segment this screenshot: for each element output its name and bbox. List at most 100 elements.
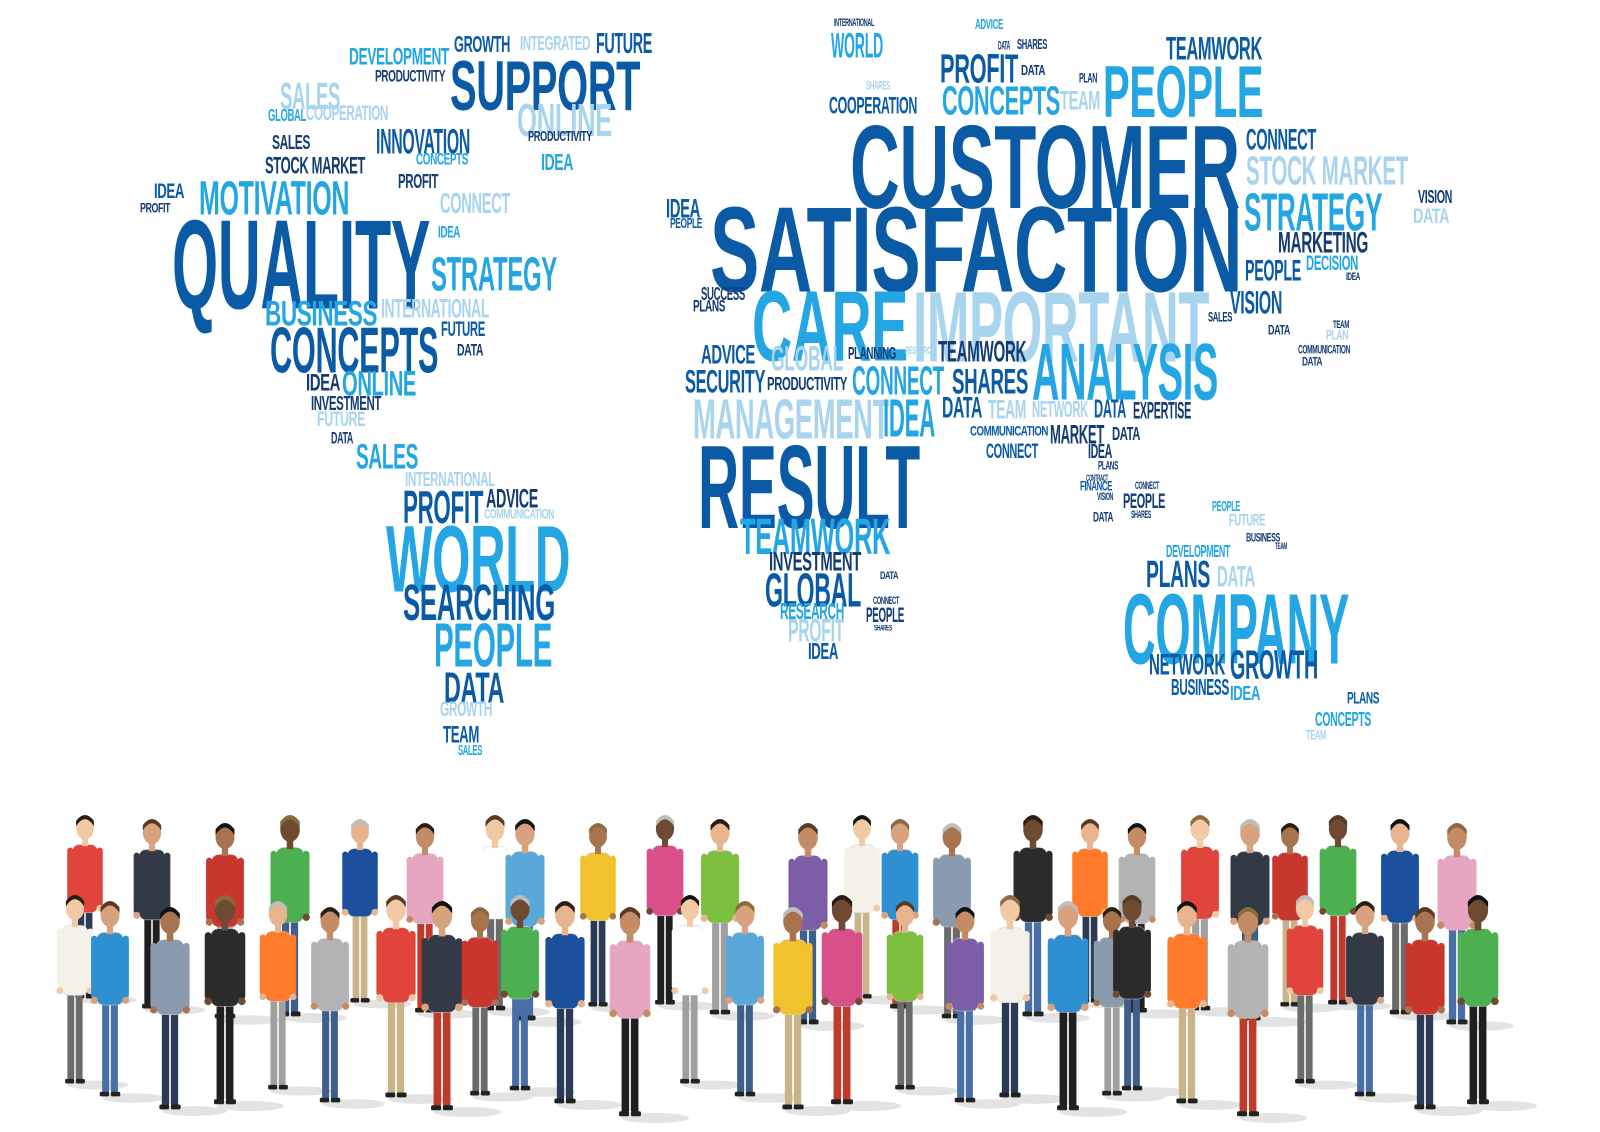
word-cloud-term: QUALITY bbox=[172, 193, 431, 336]
word-cloud-term: DATA bbox=[1268, 323, 1290, 339]
word-cloud-term: DEVELOPMENT bbox=[1166, 540, 1231, 561]
word-cloud-term: CONNECT bbox=[1246, 122, 1317, 157]
word-cloud-term: CONCEPTS bbox=[942, 79, 1060, 124]
person-figure bbox=[1457, 895, 1538, 1112]
people-crowd-image bbox=[56, 815, 1538, 1124]
word-cloud-term: PROFIT bbox=[940, 47, 1019, 92]
word-cloud-term: IDEA bbox=[666, 194, 700, 225]
word-cloud-term: PLAN bbox=[1079, 71, 1097, 87]
word-cloud-term: PEOPLE bbox=[1212, 498, 1241, 515]
person-figure bbox=[90, 901, 166, 1103]
word-cloud-term: INVESTMENT bbox=[311, 392, 381, 416]
word-cloud-term: INTERNATIONAL bbox=[405, 468, 495, 492]
word-cloud-term: IDEA bbox=[1088, 440, 1112, 464]
word-cloud-term: SALES bbox=[280, 75, 340, 118]
word-cloud-term: IDEA bbox=[1230, 682, 1260, 706]
word-cloud-term: ONLINE bbox=[517, 95, 612, 147]
person-figure bbox=[204, 895, 285, 1112]
word-cloud-term: PEOPLE bbox=[1103, 51, 1264, 133]
person-figure bbox=[1227, 907, 1308, 1124]
word-cloud-term: FUTURE bbox=[441, 318, 486, 342]
word-cloud-term: DATA bbox=[457, 340, 484, 360]
word-cloud-term: PROFIT bbox=[140, 201, 171, 217]
word-cloud-term: PRODUCTIVITY bbox=[767, 372, 847, 395]
person-figure bbox=[990, 895, 1068, 1104]
word-cloud-term: DATA bbox=[1093, 510, 1113, 526]
word-cloud-term: IDEA bbox=[808, 638, 839, 665]
person-figure bbox=[725, 901, 801, 1103]
word-cloud-term: ADVICE bbox=[486, 484, 538, 515]
word-cloud-term: SALES bbox=[272, 131, 311, 155]
word-cloud-term: STOCK MARKET bbox=[1246, 149, 1409, 194]
word-cloud-term: GROWTH bbox=[440, 698, 492, 722]
person-figure bbox=[886, 901, 959, 1096]
word-cloud-term: PLANS bbox=[1146, 553, 1211, 596]
word-cloud-term: CONCEPTS bbox=[416, 149, 469, 169]
word-cloud-term: COMMUNICATION bbox=[970, 424, 1048, 440]
word-cloud-term: IDEA bbox=[154, 180, 185, 204]
person-figure bbox=[1286, 895, 1359, 1090]
word-cloud-term: EXPERTISE bbox=[1133, 396, 1192, 424]
person-figure bbox=[773, 907, 851, 1116]
word-cloud-term: NETWORK bbox=[1032, 396, 1088, 423]
word-cloud-term: PEOPLE bbox=[434, 609, 553, 681]
word-cloud-term: SHARES bbox=[866, 78, 890, 93]
word-cloud-term: TEAM bbox=[1060, 86, 1101, 117]
person-figure bbox=[1071, 819, 1142, 1009]
word-cloud-term: INTEGRATED bbox=[520, 32, 591, 56]
word-cloud-term: SALES bbox=[458, 742, 482, 759]
word-cloud-term: SECURITY bbox=[685, 364, 766, 401]
person-figure bbox=[579, 823, 650, 1013]
word-cloud-term: DATA bbox=[880, 569, 899, 582]
word-cloud-term: TEAM bbox=[988, 395, 1026, 426]
person-figure bbox=[376, 895, 454, 1104]
word-cloud-term: TEAM bbox=[1333, 318, 1349, 331]
word-cloud-term: SATISFACTION bbox=[710, 183, 1243, 319]
word-cloud-term: DATA bbox=[1413, 205, 1450, 229]
word-cloud-term: FUTURE bbox=[1229, 510, 1265, 530]
word-cloud-term: SALES bbox=[1208, 310, 1232, 326]
word-cloud-term: PLANS bbox=[1347, 688, 1379, 708]
word-cloud-term: DATA bbox=[1094, 395, 1126, 424]
word-cloud-term: ONLINE bbox=[342, 363, 416, 404]
word-cloud-term: CONNECT bbox=[852, 359, 944, 404]
word-cloud-term: ANALYSIS bbox=[1032, 326, 1219, 418]
word-cloud-term: STRATEGY bbox=[431, 245, 557, 302]
person-figure bbox=[609, 907, 690, 1124]
person-figure bbox=[421, 901, 502, 1118]
person-figure bbox=[1167, 901, 1245, 1110]
word-cloud-term: PLANS bbox=[1098, 458, 1119, 473]
person-figure bbox=[500, 895, 576, 1097]
word-cloud-term: WORLD bbox=[386, 506, 571, 612]
word-cloud-term: COMMUNICATION bbox=[1298, 342, 1350, 357]
word-cloud-term: CONNECT bbox=[440, 188, 511, 220]
word-cloud-term: ADVICE bbox=[701, 340, 755, 371]
person-figure bbox=[945, 907, 1021, 1109]
person-figure bbox=[843, 815, 914, 1005]
word-cloud-term: SALES bbox=[356, 436, 418, 477]
word-cloud-term: INTERNATIONAL bbox=[381, 294, 489, 325]
word-cloud-term: STOCK MARKET bbox=[265, 151, 365, 179]
person-figure bbox=[310, 907, 386, 1109]
word-cloud-term: DATA bbox=[942, 390, 982, 425]
word-cloud-term: FUTURE bbox=[596, 28, 652, 60]
word-cloud-term: DATA bbox=[444, 663, 505, 712]
word-cloud-term: PROFIT bbox=[788, 613, 845, 650]
word-cloud-term: DATA bbox=[1021, 62, 1045, 79]
word-cloud-term: FINANCE bbox=[1080, 479, 1112, 495]
word-cloud-term: TEAMWORK bbox=[938, 334, 1027, 369]
word-cloud-term: CONCEPTS bbox=[270, 315, 439, 388]
person-figure bbox=[270, 815, 347, 1023]
person-figure bbox=[461, 907, 534, 1102]
word-cloud-term: BUSINESS bbox=[1171, 674, 1229, 701]
word-cloud-term: BUSINESS bbox=[1246, 530, 1280, 545]
word-cloud-term: IDEA bbox=[883, 389, 936, 449]
word-cloud-term: INTERNATIONAL bbox=[834, 16, 875, 29]
word-cloud-term: SUCCESS bbox=[701, 282, 745, 305]
word-cloud-term: TEAM bbox=[1306, 728, 1326, 744]
word-cloud-term: IDEA bbox=[306, 368, 341, 396]
person-figure bbox=[133, 819, 206, 1015]
word-cloud-term: IDEA bbox=[438, 222, 461, 242]
word-cloud-term: VISION bbox=[1230, 285, 1283, 322]
word-cloud-term: DATA bbox=[1302, 354, 1323, 369]
